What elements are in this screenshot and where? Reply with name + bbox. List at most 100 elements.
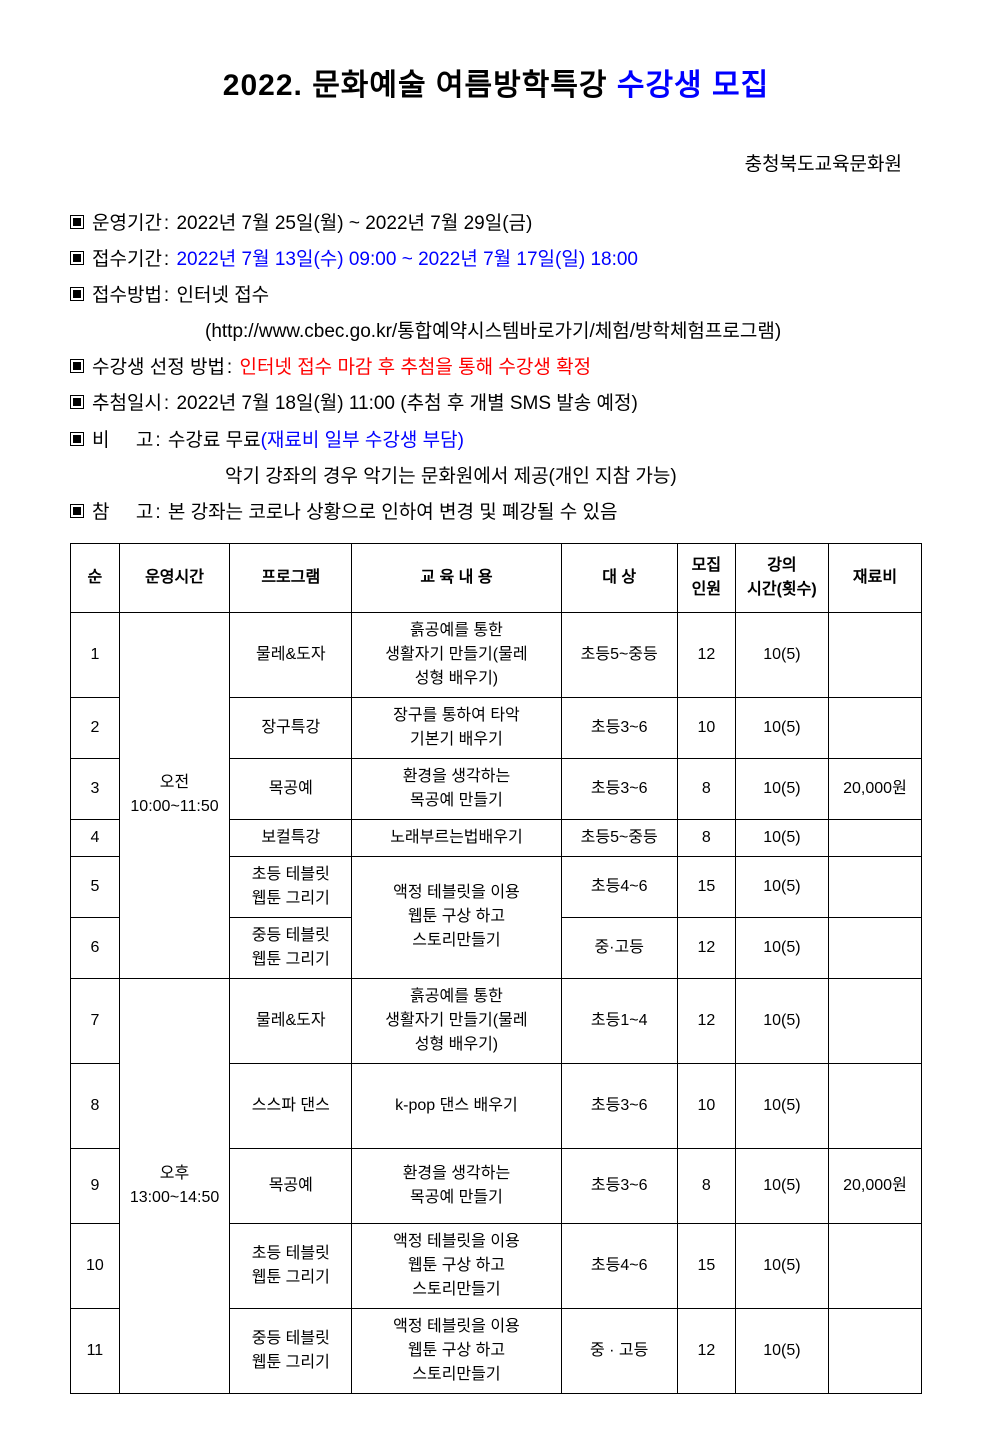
- page-title: 2022. 문화예술 여름방학특강 수강생 모집: [70, 60, 922, 104]
- th-fee: 재료비: [828, 543, 921, 612]
- cell-content: 장구를 통하여 타악기본기 배우기: [352, 697, 561, 758]
- cell-cap: 15: [677, 1223, 735, 1308]
- cell-target: 초등1~4: [561, 978, 677, 1063]
- cell-fee: [828, 819, 921, 856]
- cell-target: 초등5~중등: [561, 819, 677, 856]
- cell-cap: 8: [677, 819, 735, 856]
- cell-fee: [828, 697, 921, 758]
- cell-target: 중 · 고등: [561, 1308, 677, 1393]
- info-note: 비 고: 수강료 무료(재료비 일부 수강생 부담): [70, 423, 922, 459]
- cell-hours: 10(5): [735, 1063, 828, 1148]
- cell-content: 환경을 생각하는목공예 만들기: [352, 758, 561, 819]
- cell-time-am: 오전10:00~11:50: [119, 612, 229, 978]
- cell-num: 3: [71, 758, 120, 819]
- cell-target: 중·고등: [561, 917, 677, 978]
- value: 본 강좌는 코로나 상황으로 인하여 변경 및 폐강될 수 있음: [168, 502, 618, 523]
- cell-hours: 10(5): [735, 917, 828, 978]
- th-capacity: 모집인원: [677, 543, 735, 612]
- info-method-sub: (http://www.cbec.go.kr/통합예약시스템바로가기/체험/방학…: [70, 314, 922, 350]
- bullet-icon: [70, 395, 84, 409]
- cell-num: 10: [71, 1223, 120, 1308]
- cell-prog: 초등 테블릿웹툰 그리기: [230, 1223, 352, 1308]
- cell-prog: 목공예: [230, 758, 352, 819]
- cell-hours: 10(5): [735, 856, 828, 917]
- cell-hours: 10(5): [735, 697, 828, 758]
- cell-num: 4: [71, 819, 120, 856]
- cell-content: 흙공예를 통한생활자기 만들기(물레성형 배우기): [352, 978, 561, 1063]
- cell-content: k-pop 댄스 배우기: [352, 1063, 561, 1148]
- cell-fee: [828, 856, 921, 917]
- label: 접수기간: [92, 249, 162, 270]
- program-table: 순 운영시간 프로그램 교 육 내 용 대 상 모집인원 강의시간(횟수) 재료…: [70, 543, 922, 1394]
- cell-cap: 12: [677, 1308, 735, 1393]
- table-row: 1 오전10:00~11:50 물레&도자 흙공예를 통한생활자기 만들기(물레…: [71, 612, 922, 697]
- th-num: 순: [71, 543, 120, 612]
- cell-num: 11: [71, 1308, 120, 1393]
- cell-fee: [828, 917, 921, 978]
- cell-content: 환경을 생각하는목공예 만들기: [352, 1148, 561, 1223]
- cell-prog: 초등 테블릿웹툰 그리기: [230, 856, 352, 917]
- cell-prog: 스스파 댄스: [230, 1063, 352, 1148]
- table-row: 7 오후13:00~14:50 물레&도자 흙공예를 통한생활자기 만들기(물레…: [71, 978, 922, 1063]
- cell-content: 노래부르는법배우기: [352, 819, 561, 856]
- value1: 수강료 무료: [168, 430, 261, 451]
- cell-prog: 물레&도자: [230, 978, 352, 1063]
- cell-fee: [828, 978, 921, 1063]
- cell-content: 액정 테블릿을 이용웹툰 구상 하고스토리만들기: [352, 856, 561, 978]
- cell-content: 액정 테블릿을 이용웹툰 구상 하고스토리만들기: [352, 1308, 561, 1393]
- cell-cap: 12: [677, 612, 735, 697]
- value: 2022년 7월 18일(월) 11:00 (추첨 후 개별 SMS 발송 예정…: [176, 393, 637, 414]
- title-highlight: 수강생 모집: [617, 69, 769, 102]
- info-method: 접수방법: 인터넷 접수: [70, 278, 922, 314]
- cell-target: 초등5~중등: [561, 612, 677, 697]
- info-note-sub: 악기 강좌의 경우 악기는 문화원에서 제공(개인 지참 가능): [70, 459, 922, 495]
- bullet-icon: [70, 432, 84, 446]
- info-draw: 추첨일시: 2022년 7월 18일(월) 11:00 (추첨 후 개별 SMS…: [70, 386, 922, 422]
- cell-prog: 보컬특강: [230, 819, 352, 856]
- cell-fee: [828, 1063, 921, 1148]
- cell-target: 초등3~6: [561, 1063, 677, 1148]
- label: 참 고: [92, 502, 153, 523]
- cell-fee: [828, 612, 921, 697]
- cell-content: 흙공예를 통한생활자기 만들기(물레성형 배우기): [352, 612, 561, 697]
- label: 추첨일시: [92, 393, 162, 414]
- label: 비 고: [92, 430, 153, 451]
- value: 2022년 7월 25일(월) ~ 2022년 7월 29일(금): [176, 213, 532, 234]
- info-select: 수강생 선정 방법: 인터넷 접수 마감 후 추첨을 통해 수강생 확정: [70, 350, 922, 386]
- cell-target: 초등4~6: [561, 856, 677, 917]
- info-apply: 접수기간: 2022년 7월 13일(수) 09:00 ~ 2022년 7월 1…: [70, 242, 922, 278]
- cell-prog: 중등 테블릿웹툰 그리기: [230, 1308, 352, 1393]
- table-header-row: 순 운영시간 프로그램 교 육 내 용 대 상 모집인원 강의시간(횟수) 재료…: [71, 543, 922, 612]
- info-ref: 참 고: 본 강좌는 코로나 상황으로 인하여 변경 및 폐강될 수 있음: [70, 495, 922, 531]
- cell-cap: 8: [677, 1148, 735, 1223]
- info-list: 운영기간: 2022년 7월 25일(월) ~ 2022년 7월 29일(금) …: [70, 206, 922, 531]
- bullet-icon: [70, 215, 84, 229]
- organization: 충청북도교육문화원: [70, 149, 922, 176]
- label: 운영기간: [92, 213, 162, 234]
- cell-cap: 12: [677, 917, 735, 978]
- cell-hours: 10(5): [735, 1148, 828, 1223]
- cell-hours: 10(5): [735, 612, 828, 697]
- label: 수강생 선정 방법: [92, 357, 225, 378]
- cell-fee: [828, 1223, 921, 1308]
- cell-prog: 물레&도자: [230, 612, 352, 697]
- cell-fee: 20,000원: [828, 758, 921, 819]
- cell-num: 9: [71, 1148, 120, 1223]
- cell-fee: 20,000원: [828, 1148, 921, 1223]
- cell-hours: 10(5): [735, 758, 828, 819]
- bullet-icon: [70, 287, 84, 301]
- bullet-icon: [70, 504, 84, 518]
- cell-num: 8: [71, 1063, 120, 1148]
- cell-num: 1: [71, 612, 120, 697]
- cell-hours: 10(5): [735, 978, 828, 1063]
- cell-num: 2: [71, 697, 120, 758]
- value2: (재료비 일부 수강생 부담): [261, 430, 464, 451]
- bullet-icon: [70, 359, 84, 373]
- cell-target: 초등3~6: [561, 758, 677, 819]
- th-hours: 강의시간(횟수): [735, 543, 828, 612]
- cell-hours: 10(5): [735, 819, 828, 856]
- cell-cap: 15: [677, 856, 735, 917]
- label: 접수방법: [92, 285, 162, 306]
- value: 인터넷 접수: [176, 285, 269, 306]
- cell-cap: 10: [677, 1063, 735, 1148]
